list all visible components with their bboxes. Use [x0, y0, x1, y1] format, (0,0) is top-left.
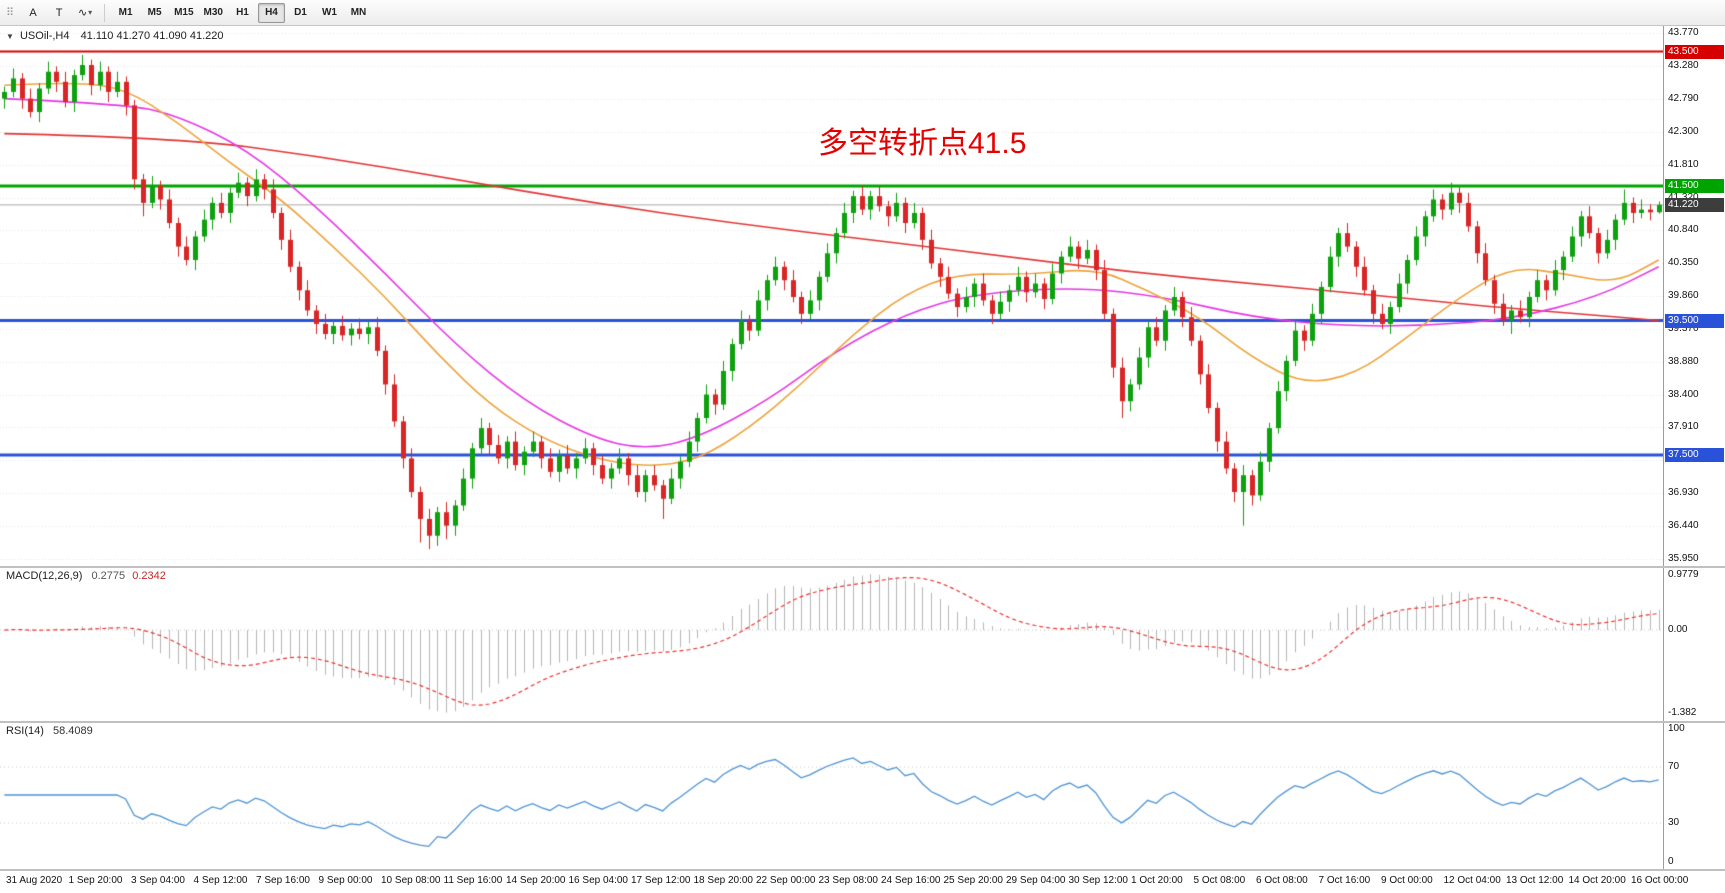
price-tick: 41.320	[1668, 192, 1699, 203]
rsi-30-label: 30	[1668, 817, 1680, 828]
chart-area: ▼ USOil-,H4 41.110 41.270 41.090 41.220 …	[0, 26, 1725, 893]
time-label: 13 Oct 12:00	[1506, 875, 1564, 886]
time-label: 12 Oct 04:00	[1443, 875, 1501, 886]
price-tick: 37.910	[1668, 421, 1699, 433]
time-label: 9 Oct 00:00	[1381, 875, 1433, 886]
time-label: 1 Sep 20:00	[68, 875, 123, 886]
symbol-period-label: USOil-,H4	[19, 30, 70, 42]
time-label: 11 Sep 16:00	[443, 875, 503, 886]
price-tick: 41.810	[1668, 159, 1699, 171]
macd-max-label: 0.9779	[1668, 569, 1699, 580]
timeframe-m5-button[interactable]: M5	[141, 3, 168, 23]
time-label: 4 Sep 12:00	[193, 875, 248, 886]
drawing-tool-button[interactable]: ∿ ▾	[73, 3, 97, 23]
pane-divider[interactable]	[0, 869, 1725, 871]
time-label: 9 Sep 00:00	[318, 875, 373, 886]
timeframe-h1-button[interactable]: H1	[229, 3, 256, 23]
price-tick: 36.440	[1668, 520, 1699, 532]
price-chart-canvas[interactable]	[0, 26, 1663, 566]
toolbar-grip-icon: ⠿	[6, 7, 15, 19]
time-label: 31 Aug 2020	[6, 875, 63, 886]
macd-legend: MACD(12,26,9) 0.2775 0.2342	[6, 570, 166, 582]
macd-zero-label: 0.00	[1668, 624, 1688, 636]
macd-signal-value: 0.2342	[132, 570, 166, 582]
level-price-badge: 39.500	[1665, 313, 1724, 328]
pane-divider[interactable]	[0, 721, 1725, 723]
timeframe-m30-button[interactable]: M30	[200, 3, 227, 23]
timeframe-w1-button[interactable]: W1	[316, 3, 343, 23]
macd-label: MACD(12,26,9)	[6, 570, 83, 582]
annotation-tool-button[interactable]: A	[21, 3, 45, 23]
drawing-tool-icon: ∿	[77, 7, 88, 19]
price-tick: 43.770	[1668, 27, 1699, 39]
level-price-badge: 37.500	[1665, 448, 1724, 463]
toolbar-separator	[104, 3, 106, 22]
price-pane: ▼ USOil-,H4 41.110 41.270 41.090 41.220 …	[0, 26, 1725, 566]
time-label: 24 Sep 16:00	[881, 875, 941, 886]
rsi-legend: RSI(14) 58.4089	[6, 725, 93, 737]
time-label: 5 Oct 08:00	[1193, 875, 1246, 886]
price-tick: 36.930	[1668, 487, 1699, 499]
time-label: 10 Sep 08:00	[381, 875, 441, 886]
chart-annotation-text[interactable]: 多空转折点41.5	[818, 127, 1027, 160]
price-tick: 43.280	[1668, 60, 1699, 72]
level-price-badge: 41.500	[1665, 179, 1724, 194]
time-label: 25 Sep 20:00	[943, 875, 1004, 886]
rsi-0-label: 0	[1668, 856, 1674, 867]
price-tick: 38.880	[1668, 356, 1699, 368]
rsi-pane: RSI(14) 58.4089 100 70 30 0	[0, 721, 1725, 869]
time-label: 30 Sep 12:00	[1068, 875, 1129, 886]
time-label: 14 Sep 20:00	[506, 875, 566, 886]
rsi-label: RSI(14)	[6, 725, 44, 737]
pane-divider[interactable]	[0, 566, 1725, 568]
price-tick: 39.370	[1668, 323, 1699, 335]
price-tick: 40.840	[1668, 224, 1699, 236]
chevron-down-icon: ▾	[88, 8, 93, 17]
time-label: 22 Sep 00:00	[756, 875, 816, 886]
text-tool-button[interactable]: T	[47, 3, 71, 23]
time-label: 6 Oct 08:00	[1256, 875, 1308, 886]
time-label: 3 Sep 04:00	[131, 875, 185, 886]
time-label: 18 Sep 20:00	[693, 875, 754, 886]
time-label: 23 Sep 08:00	[818, 875, 879, 886]
timeframe-h4-button[interactable]: H4	[257, 2, 285, 23]
ohlc-values: 41.110 41.270 41.090 41.220	[80, 30, 224, 42]
collapse-arrow-icon[interactable]: ▼	[6, 32, 14, 41]
rsi-70-label: 70	[1668, 761, 1680, 772]
price-tick: 40.350	[1668, 257, 1699, 269]
time-label: 7 Oct 16:00	[1318, 875, 1371, 886]
price-tick: 42.790	[1668, 93, 1699, 105]
price-tick: 42.300	[1668, 126, 1699, 138]
price-tick: 38.400	[1668, 388, 1699, 400]
macd-pane: MACD(12,26,9) 0.2775 0.2342 0.9779 0.00 -1…	[0, 566, 1725, 721]
time-label: 29 Sep 04:00	[1006, 875, 1066, 886]
timeframe-m15-button[interactable]: M15	[170, 3, 197, 23]
macd-min-label: -1.382	[1668, 707, 1697, 718]
time-label: 16 Oct 00:00	[1631, 875, 1689, 886]
toolbar: ⠿ A T ∿ ▾ M1 M5 M15 M30 H1 H4 D1 W1 MN	[0, 0, 1725, 26]
timeframe-m1-button[interactable]: M1	[112, 3, 139, 23]
timeframe-mn-button[interactable]: MN	[345, 3, 372, 23]
time-label: 14 Oct 20:00	[1568, 875, 1626, 886]
current-price-badge: 41.220	[1665, 197, 1724, 212]
time-label: 17 Sep 12:00	[631, 875, 691, 886]
rsi-100-label: 100	[1668, 723, 1685, 734]
time-axis[interactable]: 31 Aug 2020 1 Sep 20:00 3 Sep 04:00 4 Sep 1…	[0, 869, 1725, 893]
macd-main-value: 0.2775	[91, 570, 126, 582]
time-label: 16 Sep 04:00	[568, 875, 629, 886]
rsi-value: 58.4089	[52, 725, 93, 737]
price-tick: 35.950	[1668, 553, 1699, 565]
price-axis[interactable]: 43.770 43.280 42.790 42.300 41.810 41.320 40.8…	[1663, 26, 1725, 566]
level-price-badge: 43.500	[1665, 44, 1724, 59]
rsi-axis: 100 70 30 0	[1663, 721, 1725, 869]
time-label: 7 Sep 16:00	[256, 875, 310, 886]
chart-legend: ▼ USOil-,H4 41.110 41.270 41.090 41.220	[6, 30, 224, 42]
rsi-canvas[interactable]	[0, 721, 1663, 869]
timeframe-d1-button[interactable]: D1	[287, 3, 314, 23]
time-label: 1 Oct 20:00	[1131, 875, 1183, 886]
price-tick: 39.860	[1668, 290, 1699, 302]
macd-axis: 0.9779 0.00 -1.382	[1663, 566, 1725, 721]
macd-canvas[interactable]	[0, 566, 1663, 721]
